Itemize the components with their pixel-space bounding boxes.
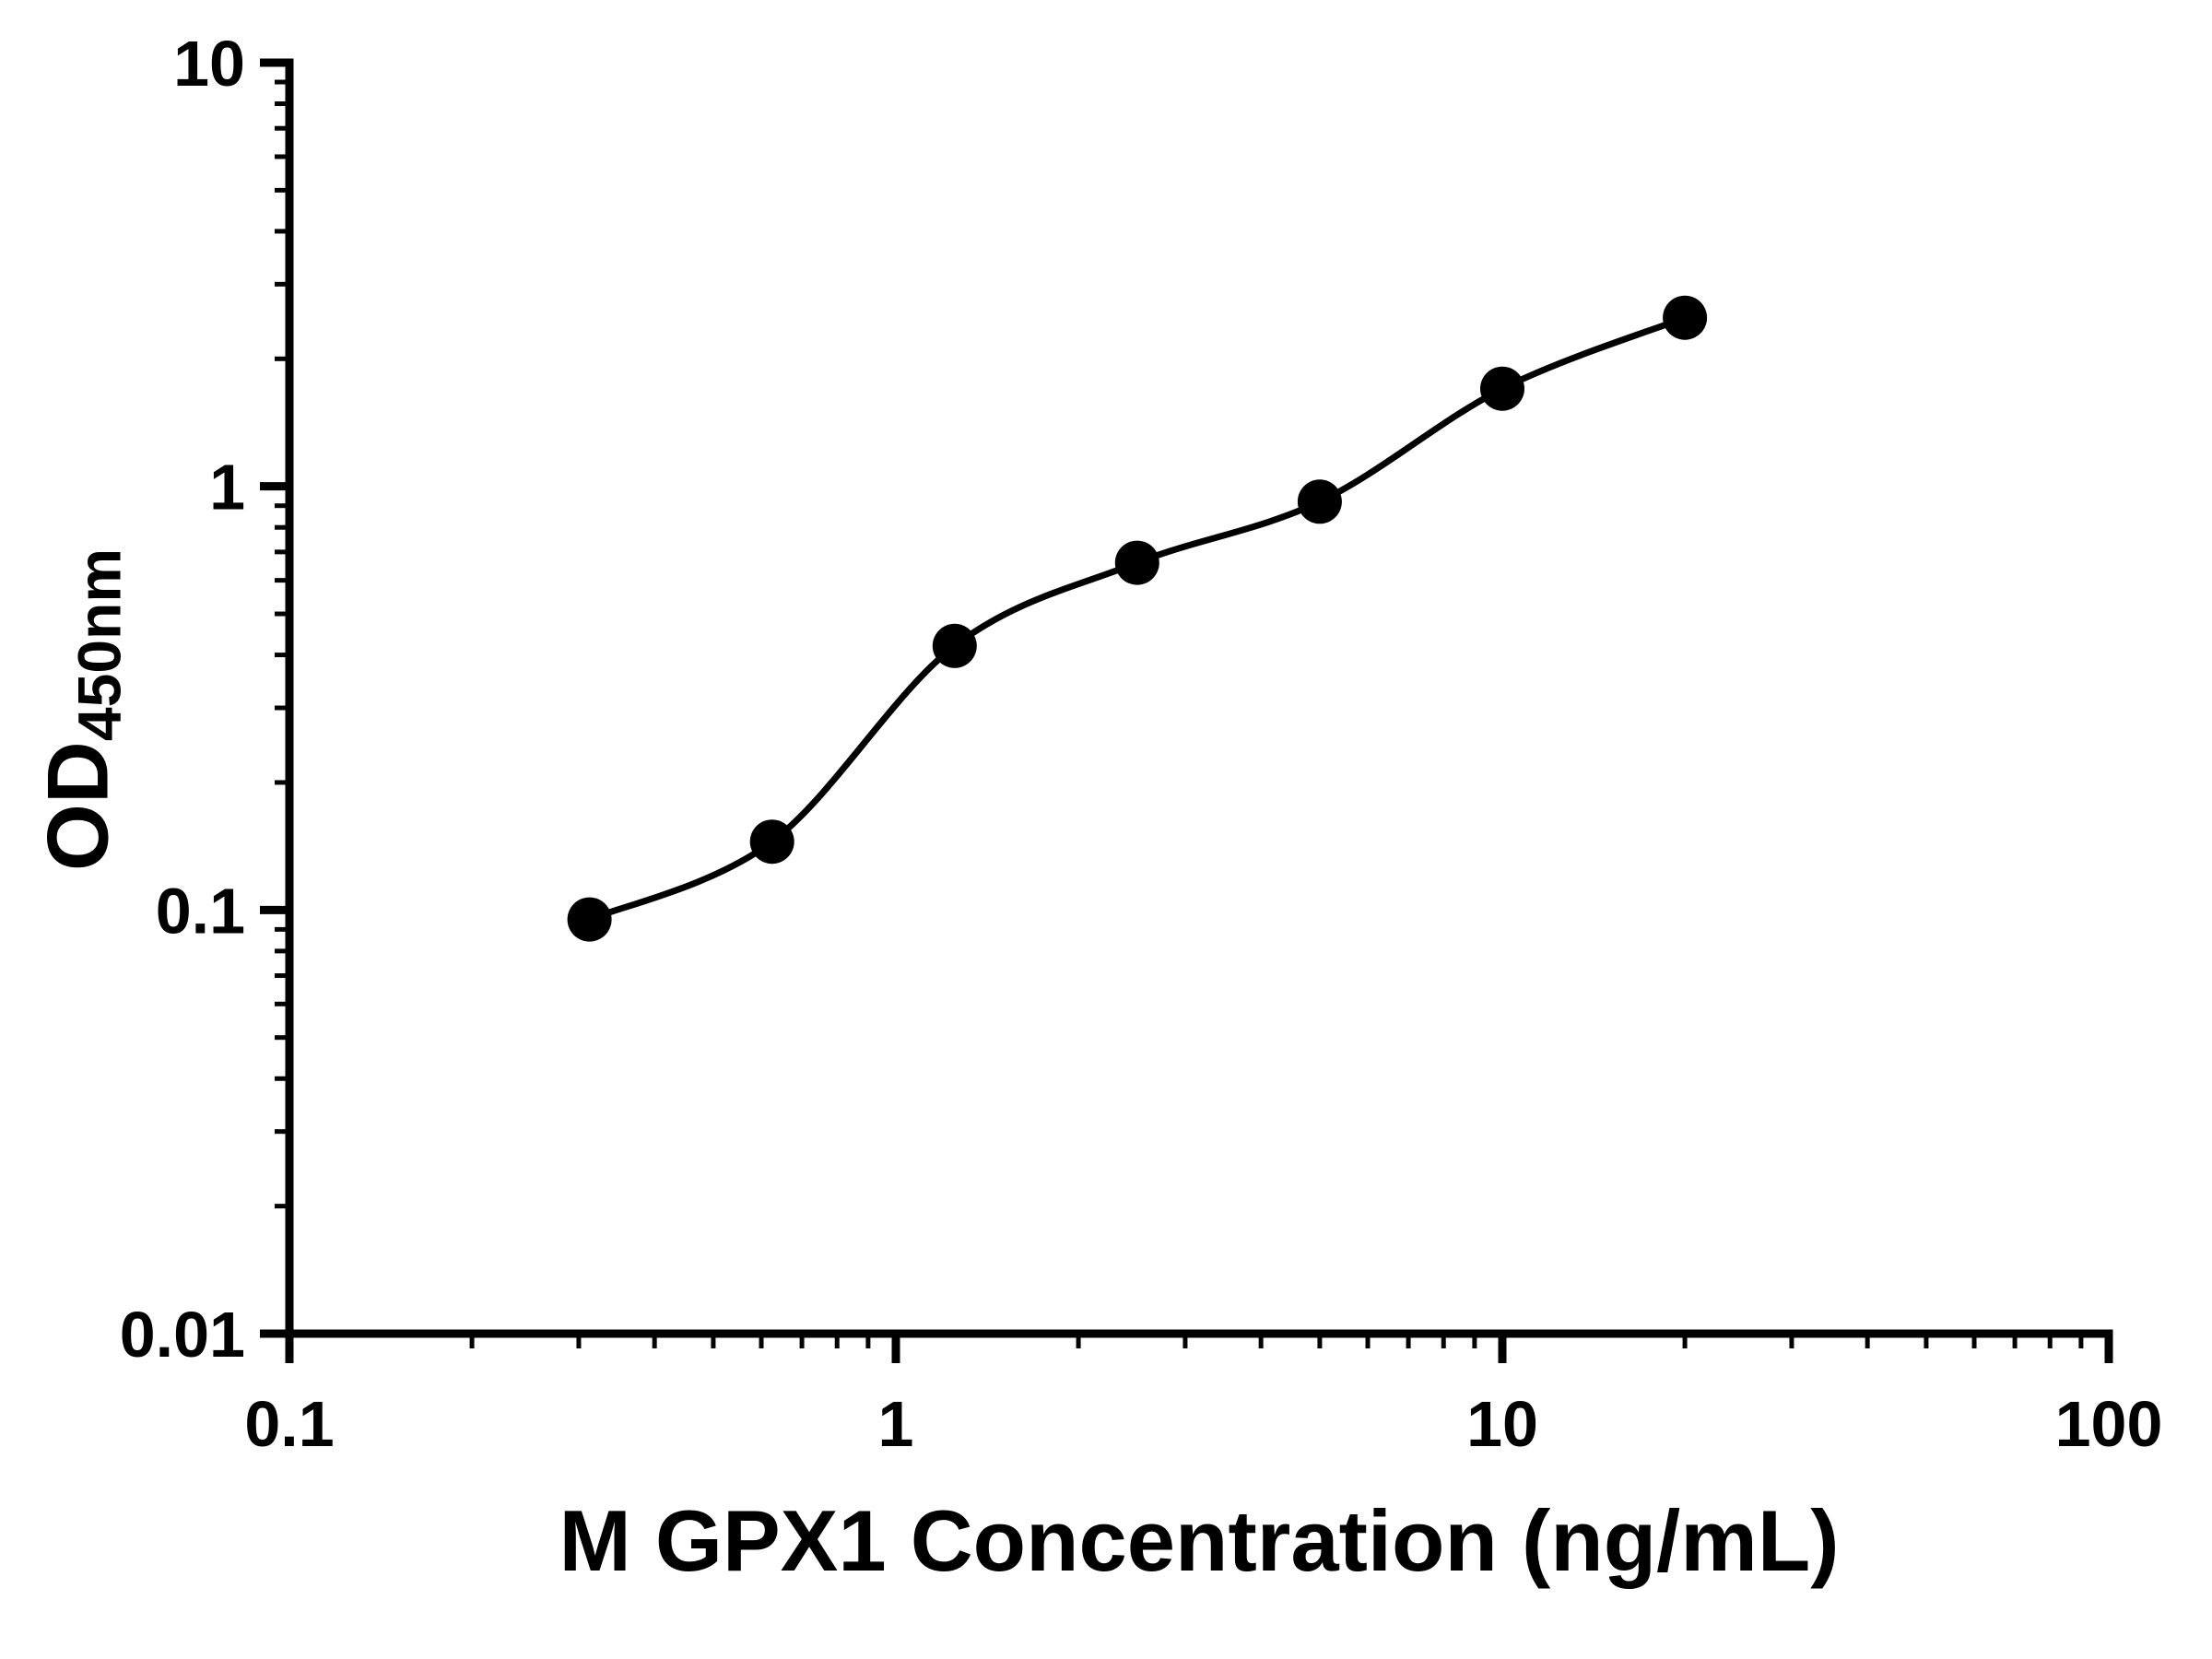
y-tick-label: 0.1: [156, 875, 245, 947]
y-axis-title-base: OD: [29, 741, 126, 872]
data-point: [1297, 479, 1342, 524]
y-axis-title-subscript: 450nm: [65, 547, 134, 742]
y-axis-title: OD450nm: [29, 548, 135, 871]
y-tick-label: 0.01: [120, 1299, 245, 1371]
fitted-curve: [588, 314, 1687, 923]
x-axis-title: M GPX1 Concentration (ng/mL): [559, 1492, 1840, 1589]
data-point: [749, 819, 794, 865]
data-point: [932, 623, 977, 668]
data-point: [1114, 540, 1159, 585]
data-point: [567, 897, 612, 942]
x-tick-label: 0.1: [244, 1388, 334, 1460]
axis-spines: [285, 58, 2113, 1338]
y-axis-major-ticks: 0.01 0.1 1 10: [120, 28, 289, 1371]
data-point: [1480, 366, 1524, 411]
x-tick-label: 100: [2055, 1388, 2163, 1460]
x-axis-major-ticks: 0.1 1 10 100: [244, 1334, 2162, 1460]
y-tick-label: 10: [173, 28, 245, 100]
y-tick-label: 1: [209, 452, 245, 524]
x-tick-label: 1: [878, 1388, 914, 1460]
x-tick-label: 10: [1466, 1388, 1538, 1460]
data-points: [567, 295, 1708, 942]
data-point: [1663, 295, 1708, 340]
